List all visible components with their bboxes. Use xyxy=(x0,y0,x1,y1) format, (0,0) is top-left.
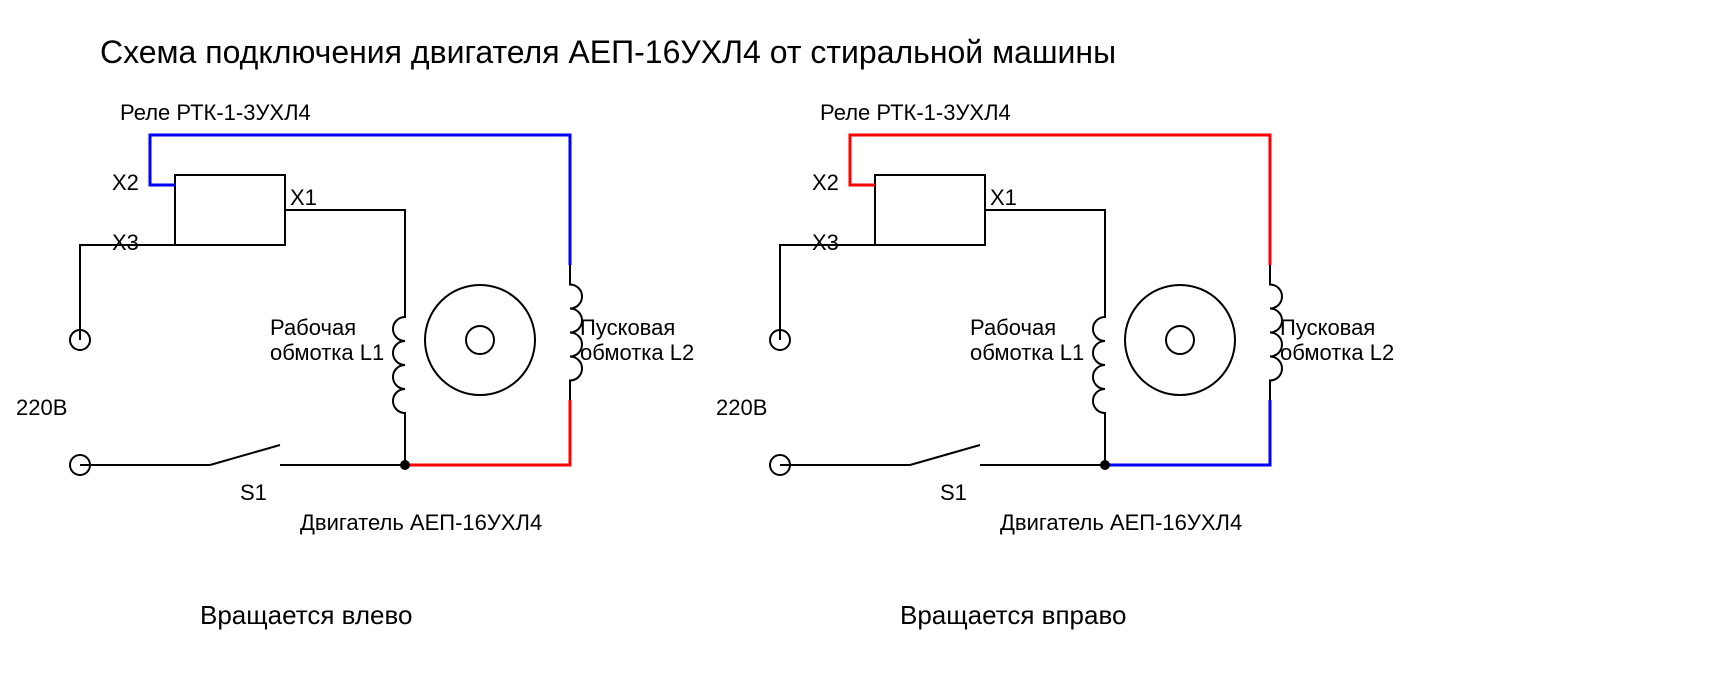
wire-bottom-to-l2 xyxy=(405,400,570,465)
junction-dot xyxy=(1100,460,1110,470)
circuit-caption: Вращается влево xyxy=(200,600,412,631)
wire-x1 xyxy=(285,210,405,265)
wire-x1 xyxy=(985,210,1105,265)
relay-label: Реле РТК-1-3УХЛ4 xyxy=(120,100,311,126)
supply-220v-label: 220В xyxy=(716,395,767,421)
x1-label: X1 xyxy=(290,185,317,211)
x1-label: X1 xyxy=(990,185,1017,211)
motor-outer-circle xyxy=(1125,285,1235,395)
switch-s1-blade xyxy=(910,445,980,465)
wire-bottom-to-l2 xyxy=(1105,400,1270,465)
winding-l2-label-b: обмотка L2 xyxy=(1280,340,1394,366)
x3-label: X3 xyxy=(112,230,139,256)
motor-label: Двигатель АЕП-16УХЛ4 xyxy=(1000,510,1242,536)
winding-l1-label-a: Рабочая xyxy=(270,315,356,341)
winding-l1-label-b: обмотка L1 xyxy=(970,340,1084,366)
winding-l1-label-b: обмотка L1 xyxy=(270,340,384,366)
relay-label: Реле РТК-1-3УХЛ4 xyxy=(820,100,1011,126)
switch-s1-blade xyxy=(210,445,280,465)
relay-box xyxy=(875,175,985,245)
circuit-caption: Вращается вправо xyxy=(900,600,1126,631)
winding-l2-label-a: Пусковая xyxy=(580,315,675,341)
motor-label: Двигатель АЕП-16УХЛ4 xyxy=(300,510,542,536)
motor-outer-circle xyxy=(425,285,535,395)
switch-s1-label: S1 xyxy=(940,480,967,506)
wire-x3 xyxy=(780,245,875,340)
switch-s1-label: S1 xyxy=(240,480,267,506)
junction-dot xyxy=(400,460,410,470)
coil-l1 xyxy=(393,265,405,465)
wire-x3 xyxy=(80,245,175,340)
circuit-group xyxy=(770,135,1282,475)
circuit-group xyxy=(70,135,582,475)
coil-l1 xyxy=(1093,265,1105,465)
diagram-title: Схема подключения двигателя АЕП-16УХЛ4 о… xyxy=(100,34,1116,71)
diagram-stage: Схема подключения двигателя АЕП-16УХЛ4 о… xyxy=(0,0,1713,687)
motor-inner-circle xyxy=(1166,326,1194,354)
motor-inner-circle xyxy=(466,326,494,354)
relay-box xyxy=(175,175,285,245)
winding-l2-label-a: Пусковая xyxy=(1280,315,1375,341)
winding-l2-label-b: обмотка L2 xyxy=(580,340,694,366)
winding-l1-label-a: Рабочая xyxy=(970,315,1056,341)
supply-220v-label: 220В xyxy=(16,395,67,421)
x3-label: X3 xyxy=(812,230,839,256)
x2-label: X2 xyxy=(112,170,139,196)
x2-label: X2 xyxy=(812,170,839,196)
